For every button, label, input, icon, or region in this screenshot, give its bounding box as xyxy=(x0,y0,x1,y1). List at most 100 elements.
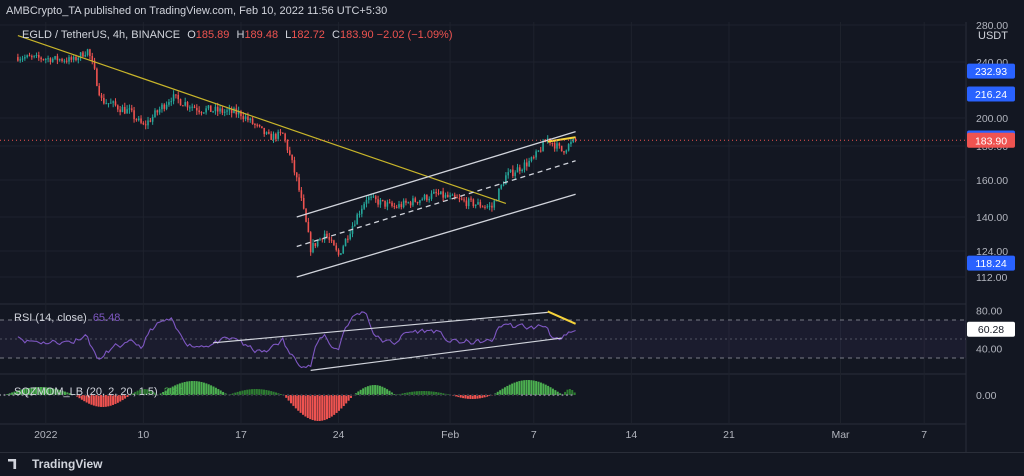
candle-body xyxy=(261,126,263,128)
squeeze-dot xyxy=(228,394,230,396)
squeeze-dot xyxy=(327,394,329,396)
candle-body xyxy=(486,206,488,207)
candle-body xyxy=(310,232,312,252)
rsi-legend[interactable]: RSI (14, close) 65.48 xyxy=(14,312,120,324)
open-value: 185.89 xyxy=(196,29,230,41)
momentum-bar xyxy=(316,395,318,421)
candle-body xyxy=(301,190,303,198)
squeeze-dot xyxy=(381,394,383,396)
candle-body xyxy=(101,95,103,98)
momentum-bar xyxy=(210,385,212,395)
candle-body xyxy=(452,195,454,196)
candle-body xyxy=(363,204,365,209)
momentum-bar xyxy=(559,393,561,395)
squeeze-dot xyxy=(287,394,289,396)
sqzmom-legend[interactable]: SQZMOM_LB (20, 2, 20, 1.5) 2.81 xyxy=(14,386,185,398)
momentum-bar xyxy=(542,384,544,395)
candle-body xyxy=(284,134,286,141)
candle-body xyxy=(391,203,393,206)
candle-body xyxy=(554,143,556,148)
momentum-bar xyxy=(528,380,530,395)
momentum-bar xyxy=(343,395,345,406)
squeeze-dot xyxy=(309,394,311,396)
candle-body xyxy=(566,150,568,152)
price-tick-label: 160.00 xyxy=(976,175,1008,187)
momentum-bar xyxy=(189,381,191,395)
squeeze-dot xyxy=(494,394,496,396)
candle-body xyxy=(317,241,319,247)
momentum-bar xyxy=(538,382,540,395)
momentum-bar xyxy=(506,386,508,395)
candle-body xyxy=(535,151,537,157)
candle-body xyxy=(366,200,368,204)
squeeze-dot xyxy=(336,394,338,396)
candle-body xyxy=(191,107,193,108)
momentum-bar xyxy=(217,389,219,395)
candle-body xyxy=(45,59,47,60)
candle-body xyxy=(87,49,89,55)
candle-body xyxy=(19,59,21,60)
candle-body xyxy=(17,57,19,61)
candle-body xyxy=(480,202,482,206)
rsi-tick-label: 40.00 xyxy=(976,344,1002,356)
candle-body xyxy=(112,101,114,102)
candle-body xyxy=(568,144,570,150)
candle-body xyxy=(170,101,172,102)
momentum-bar xyxy=(201,382,203,395)
candle-body xyxy=(119,110,121,113)
candle-body xyxy=(256,125,258,126)
squeeze-dot xyxy=(404,394,406,396)
candle-body xyxy=(380,200,382,205)
squeeze-dot xyxy=(264,394,266,396)
symbol-legend[interactable]: EGLD / TetherUS, 4h, BINANCE O185.89 H18… xyxy=(22,29,453,41)
candle-body xyxy=(91,56,93,61)
squeeze-dot xyxy=(215,394,217,396)
candle-body xyxy=(556,143,558,148)
candle-body xyxy=(215,107,217,111)
candle-body xyxy=(491,206,493,208)
candle-body xyxy=(145,124,147,125)
candle-body xyxy=(384,201,386,207)
squeeze-dot xyxy=(219,394,221,396)
squeeze-dot xyxy=(354,394,356,396)
candle-body xyxy=(526,162,528,166)
candle-body xyxy=(473,199,475,206)
squeeze-dot xyxy=(269,394,271,396)
momentum-bar xyxy=(258,389,260,395)
squeeze-dot xyxy=(467,394,469,396)
candle-body xyxy=(426,195,428,200)
candle-body xyxy=(131,108,133,110)
squeeze-dot xyxy=(512,394,514,396)
squeeze-dot xyxy=(273,394,275,396)
candle-body xyxy=(519,167,521,171)
candle-body xyxy=(115,101,117,105)
symbol-name[interactable]: EGLD / TetherUS, 4h, BINANCE xyxy=(22,29,180,41)
momentum-bar xyxy=(402,393,404,395)
squeeze-dot xyxy=(242,394,244,396)
candle-body xyxy=(347,239,349,240)
candle-body xyxy=(449,195,451,197)
candle-body xyxy=(324,234,326,240)
change-value: −2.02 (−1.09%) xyxy=(377,29,453,41)
momentum-bar xyxy=(336,395,338,413)
momentum-bar xyxy=(372,385,374,395)
currency-label[interactable]: USDT xyxy=(978,30,1008,42)
candle-body xyxy=(282,133,284,134)
momentum-bar xyxy=(280,394,282,395)
momentum-bar xyxy=(574,392,576,395)
candle-body xyxy=(387,202,389,206)
candle-body xyxy=(445,195,447,198)
candle-body xyxy=(531,157,533,161)
candle-body xyxy=(154,110,156,117)
squeeze-dot xyxy=(485,394,487,396)
candle-body xyxy=(136,119,138,120)
candle-body xyxy=(175,94,177,95)
squeeze-dot xyxy=(570,394,572,396)
candle-body xyxy=(305,209,307,222)
candle-body xyxy=(198,110,200,112)
candle-body xyxy=(259,125,261,127)
sqzmom-value: 2.81 xyxy=(164,386,185,398)
candle-body xyxy=(129,108,131,109)
tradingview-logo[interactable]: TradingView xyxy=(8,457,102,471)
